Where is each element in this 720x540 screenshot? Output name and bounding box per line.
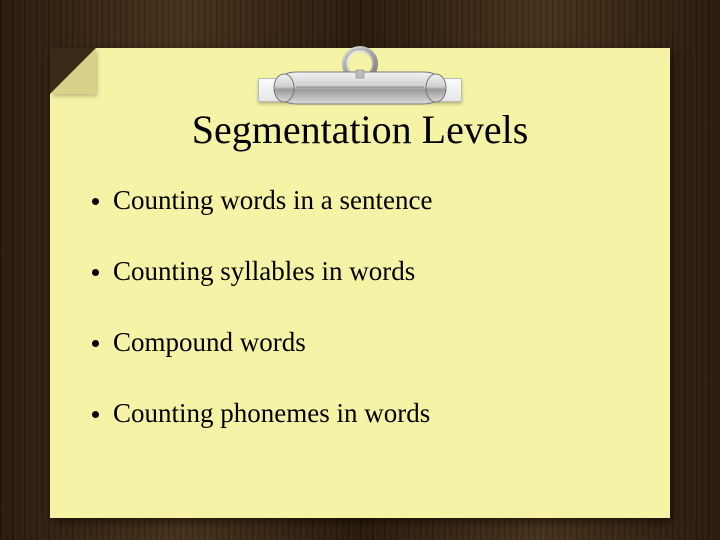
bullet-dot-icon [92, 411, 99, 418]
binder-clip-icon [250, 46, 470, 116]
bullet-dot-icon [92, 198, 99, 205]
bullet-text: Counting syllables in words [113, 256, 415, 287]
bullet-text: Counting words in a sentence [113, 185, 432, 216]
bullet-text: Compound words [113, 327, 306, 358]
bullet-dot-icon [92, 269, 99, 276]
bullet-item: Counting phonemes in words [92, 398, 640, 429]
bullet-item: Counting syllables in words [92, 256, 640, 287]
slide-content: Segmentation Levels Counting words in a … [50, 106, 670, 469]
sticky-note: Segmentation Levels Counting words in a … [50, 48, 670, 518]
binder-clip [250, 46, 470, 116]
bullet-dot-icon [92, 340, 99, 347]
page-fold [50, 48, 96, 94]
bullet-item: Compound words [92, 327, 640, 358]
bullet-item: Counting words in a sentence [92, 185, 640, 216]
bullet-text: Counting phonemes in words [113, 398, 430, 429]
